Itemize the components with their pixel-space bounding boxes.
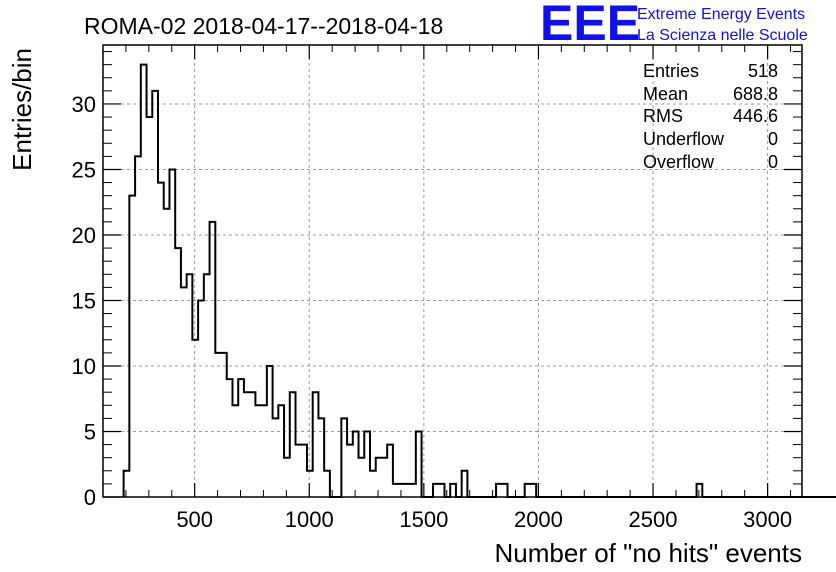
- logo-letters: EEE: [540, 0, 640, 51]
- y-tick-label: 15: [72, 288, 96, 313]
- y-tick-label: 0: [84, 485, 96, 510]
- logo-line-2: La Scienza nelle Scuole: [637, 27, 808, 44]
- x-tick-label: 3000: [743, 507, 792, 532]
- logo-line-1: Extreme Energy Events: [637, 6, 805, 23]
- x-tick-label: 2000: [514, 507, 563, 532]
- y-tick-label: 25: [72, 157, 96, 182]
- stats-underflow-label: Underflow: [643, 129, 725, 149]
- histogram-line: [122, 63, 836, 498]
- x-tick-label: 1500: [399, 507, 448, 532]
- x-tick-label: 2500: [629, 507, 678, 532]
- tick-labels: 500 1000 1500 2000 2500 3000 0 5 10 15 20 25 30: [72, 92, 793, 532]
- x-axis-title: Number of "no hits" events: [495, 538, 803, 568]
- stats-rms-value: 446.6: [733, 106, 778, 126]
- stats-overflow-label: Overflow: [643, 152, 715, 172]
- axis-ticks: [103, 45, 802, 498]
- y-tick-label: 20: [72, 223, 96, 248]
- y-axis-title: Entries/bin: [7, 48, 37, 171]
- grid-lines: [103, 45, 802, 497]
- stats-rms-label: RMS: [643, 106, 683, 126]
- stats-box: Entries 518 Mean 688.8 RMS 446.6 Underfl…: [643, 61, 778, 172]
- stats-entries-value: 518: [748, 61, 778, 81]
- stats-entries-label: Entries: [643, 61, 699, 81]
- y-tick-label: 10: [72, 354, 96, 379]
- eee-logo: EEE Extreme Energy Events La Scienza nel…: [540, 0, 808, 51]
- x-tick-label: 1000: [285, 507, 334, 532]
- stats-mean-value: 688.8: [733, 84, 778, 104]
- y-tick-label: 5: [84, 419, 96, 444]
- y-tick-label: 30: [72, 92, 96, 117]
- chart-title: ROMA-02 2018-04-17--2018-04-18: [84, 13, 443, 39]
- x-tick-label: 500: [176, 507, 213, 532]
- stats-mean-label: Mean: [643, 84, 688, 104]
- plot-frame: [102, 44, 803, 498]
- stats-underflow-value: 0: [768, 129, 778, 149]
- stats-overflow-value: 0: [768, 152, 778, 172]
